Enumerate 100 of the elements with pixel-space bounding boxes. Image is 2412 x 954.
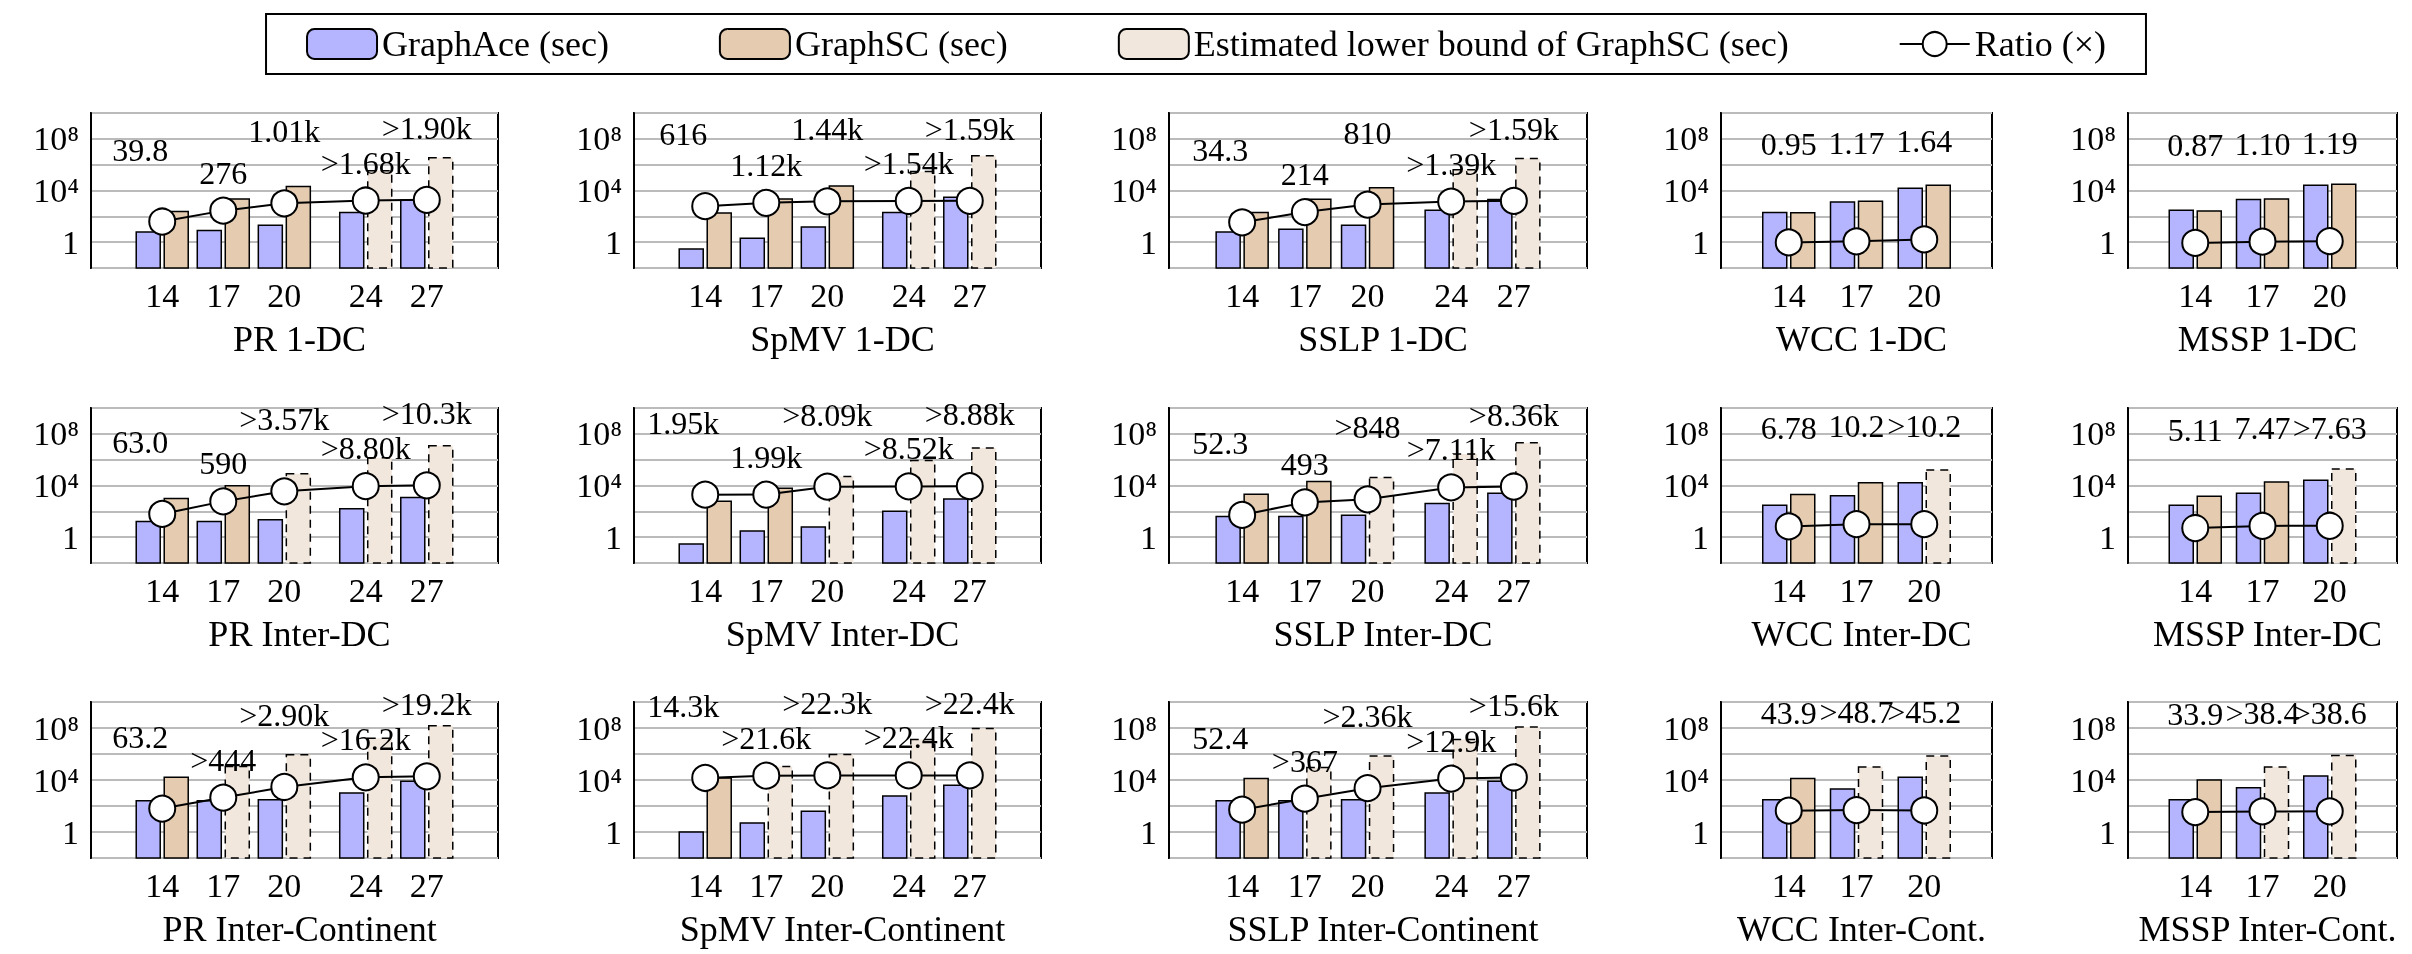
- point: [1437, 187, 1466, 216]
- data-label: >8.52k: [863, 430, 954, 467]
- x-tick-label: 24: [348, 276, 383, 314]
- point: [1290, 784, 1319, 813]
- y-tick-label: 10⁴: [576, 761, 622, 799]
- data-label: >848: [1334, 409, 1401, 446]
- x-tick-label: 20: [267, 276, 302, 314]
- x-tick-label: 14: [688, 571, 723, 609]
- y-tick-label: 1: [2099, 518, 2116, 556]
- x-tick-label: 27: [952, 276, 987, 314]
- y-tick-label: 10⁴: [1111, 467, 1157, 504]
- data-label: 1.19: [2301, 125, 2358, 162]
- x-tick-label: 14: [1225, 571, 1260, 609]
- y-tick-label: 10⁴: [1663, 172, 1709, 209]
- point: [148, 794, 177, 823]
- point: [1437, 764, 1466, 793]
- x-tick-label: 24: [348, 866, 383, 904]
- x-tick-label: 17: [749, 571, 784, 609]
- data-label: >7.11k: [1406, 431, 1496, 468]
- data-label: 1.64: [1896, 123, 1953, 160]
- point: [813, 472, 842, 501]
- x-tick-label: 14: [1225, 276, 1260, 314]
- x-tick-label: 20: [1907, 571, 1942, 609]
- y-tick-label: 10⁴: [33, 467, 79, 504]
- y-tick-label: 10⁸: [576, 120, 622, 158]
- point: [1228, 208, 1257, 237]
- point: [351, 472, 380, 501]
- x-tick-label: 14: [2178, 571, 2213, 609]
- y-tick-label: 10⁴: [33, 172, 79, 209]
- data-label: 43.9: [1760, 694, 1817, 731]
- x-tick-label: 17: [1839, 276, 1874, 314]
- data-label: 10.2: [1828, 408, 1885, 445]
- y-tick-label: 1: [1140, 813, 1157, 851]
- x-tick-label: 17: [2245, 276, 2280, 314]
- data-label: 6.78: [1760, 410, 1817, 447]
- point: [412, 762, 441, 791]
- x-tick-label: 27: [952, 571, 987, 609]
- x-tick-label: 17: [749, 276, 784, 314]
- text: WCC 1-DC: [1776, 319, 1947, 359]
- text: WCC Inter-DC: [1751, 614, 1972, 654]
- data-label: >8.09k: [782, 396, 873, 433]
- point: [1290, 198, 1319, 227]
- x-tick-label: 14: [1771, 571, 1806, 609]
- x-tick-label: 17: [2245, 866, 2280, 904]
- data-label: 276: [199, 154, 248, 191]
- text: MSSP 1-DC: [2177, 319, 2358, 359]
- x-tick-label: 17: [1287, 866, 1322, 904]
- x-tick-label: 27: [409, 571, 444, 609]
- x-tick-label: 14: [145, 276, 180, 314]
- text: SpMV Inter-DC: [725, 614, 960, 654]
- point: [209, 783, 238, 812]
- point: [148, 499, 177, 528]
- point: [1499, 472, 1528, 501]
- x-tick-label: 20: [810, 571, 845, 609]
- point: [412, 185, 441, 214]
- y-tick-label: 1: [1140, 518, 1157, 556]
- data-label: 34.3: [1192, 132, 1249, 169]
- data-label: >10.3k: [381, 395, 472, 432]
- y-tick-label: 10⁴: [576, 172, 622, 209]
- data-label: 7.47: [2234, 409, 2291, 446]
- data-label: 0.87: [2167, 126, 2224, 163]
- data-label: 1.95k: [647, 404, 720, 441]
- data-label: >1.59k: [924, 110, 1015, 147]
- data-label: >1.54k: [863, 144, 954, 181]
- point: [209, 487, 238, 516]
- data-label: >10.2: [1887, 408, 1962, 445]
- legend-label: GraphAce (sec): [382, 24, 609, 64]
- y-tick-label: 10⁴: [576, 467, 622, 504]
- x-tick-label: 14: [2178, 866, 2213, 904]
- data-label: >8.36k: [1468, 396, 1559, 433]
- x-tick-label: 17: [206, 866, 241, 904]
- x-tick-label: 27: [1496, 571, 1531, 609]
- x-tick-label: 14: [1771, 276, 1806, 314]
- y-tick-label: 1: [62, 813, 79, 851]
- point: [351, 763, 380, 792]
- point: [1437, 473, 1466, 502]
- y-tick-label: 10⁴: [33, 761, 79, 799]
- data-label: >21.6k: [721, 719, 812, 756]
- x-tick-label: 14: [145, 866, 180, 904]
- data-label: >1.90k: [381, 109, 472, 146]
- x-tick-label: 24: [891, 866, 926, 904]
- y-tick-label: 1: [605, 518, 622, 556]
- x-tick-label: 20: [810, 276, 845, 314]
- x-tick-label: 14: [1771, 866, 1806, 904]
- y-tick-label: 10⁴: [1111, 172, 1157, 209]
- data-label: 1.99k: [730, 438, 803, 475]
- point: [270, 477, 299, 506]
- x-tick-label: 14: [688, 866, 723, 904]
- point: [1290, 488, 1319, 517]
- x-tick-label: 24: [348, 571, 383, 609]
- y-tick-label: 1: [605, 223, 622, 261]
- x-tick-label: 27: [409, 276, 444, 314]
- y-tick-label: 10⁸: [2070, 120, 2116, 158]
- data-label: 63.2: [112, 718, 169, 755]
- legend-label: GraphSC (sec): [794, 24, 1008, 64]
- x-tick-label: 20: [2312, 571, 2347, 609]
- point: [752, 480, 781, 509]
- x-tick-label: 20: [810, 866, 845, 904]
- y-tick-label: 1: [2099, 223, 2116, 261]
- text: SpMV Inter-Continent: [679, 909, 1006, 949]
